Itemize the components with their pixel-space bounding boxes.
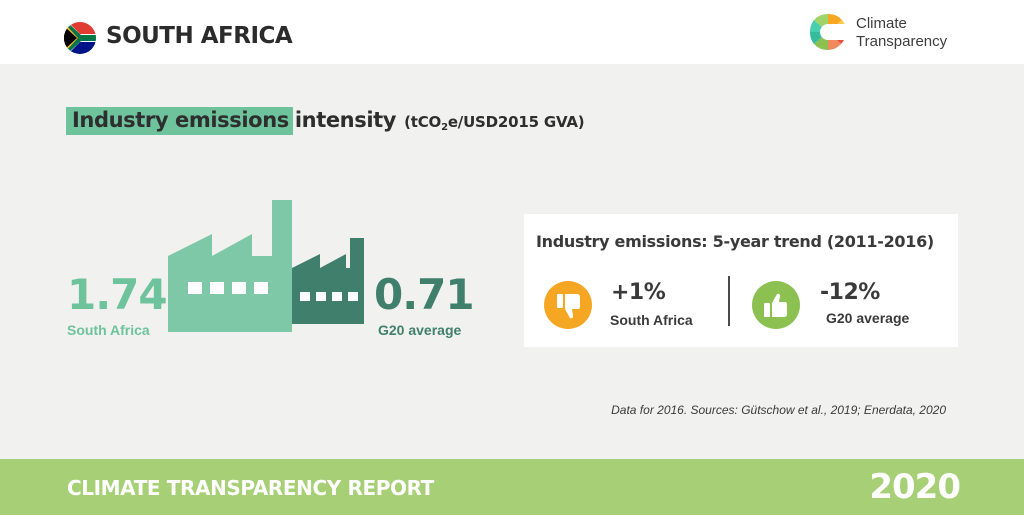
south-africa-intensity-label: South Africa xyxy=(67,322,150,338)
country-title: SOUTH AFRICA xyxy=(106,23,293,49)
g20-intensity-label: G20 average xyxy=(378,322,462,338)
south-africa-flag-icon xyxy=(64,22,96,54)
south-africa-trend-value: +1% xyxy=(611,280,666,305)
g20-trend-value: -12% xyxy=(820,280,880,305)
unit-subscript: 2 xyxy=(441,122,448,133)
g20-intensity-value: 0.71 xyxy=(374,270,475,319)
climate-transparency-logo-icon xyxy=(809,13,848,51)
title-rest: intensity xyxy=(294,108,397,132)
title-highlight: Industry emissions xyxy=(66,107,293,135)
thumbs-down-icon xyxy=(544,281,592,329)
footer-bar: CLIMATE TRANSPARENCY REPORT 2020 xyxy=(0,459,1024,515)
report-title: CLIMATE TRANSPARENCY REPORT xyxy=(67,476,434,500)
g20-factory xyxy=(292,238,364,324)
factory-icon xyxy=(168,200,364,332)
logo-text: Climate Transparency xyxy=(856,15,947,51)
source-note: Data for 2016. Sources: Gütschow et al.,… xyxy=(611,403,946,417)
south-africa-intensity-value: 1.74 xyxy=(67,270,168,319)
page-title: Industry emissions intensity (tCO2e/USD201… xyxy=(66,107,585,140)
top-bar: SOUTH AFRICA Climate Transparency xyxy=(0,0,1024,64)
unit-prefix: (tCO xyxy=(404,113,442,131)
logo-text-line2: Transparency xyxy=(856,33,948,50)
trend-divider xyxy=(728,276,730,326)
g20-trend-label: G20 average xyxy=(826,310,910,326)
trend-title: Industry emissions: 5-year trend (2011-2… xyxy=(536,232,934,251)
title-unit: (tCO2e/USD2015 GVA) xyxy=(404,113,585,133)
trend-card: Industry emissions: 5-year trend (2011-2… xyxy=(524,214,958,347)
unit-suffix: e/USD2015 GVA) xyxy=(447,113,585,131)
south-africa-trend-label: South Africa xyxy=(610,312,693,328)
logo-text-line1: Climate xyxy=(856,15,907,32)
report-year: 2020 xyxy=(869,467,961,507)
thumbs-up-icon xyxy=(752,281,800,329)
south-africa-factory xyxy=(168,200,292,332)
